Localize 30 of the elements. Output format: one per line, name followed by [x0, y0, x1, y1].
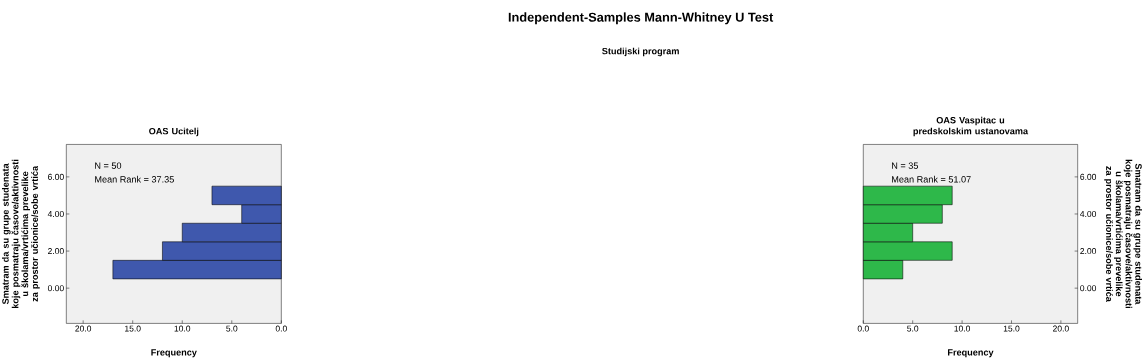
- y-tick-label: 0.00: [1080, 284, 1097, 291]
- y-axis-title: Smatram da su grupe studenata koje posmatraju časove/aktivnosti u školama/vrtićima prevelike za prostor učionice/sobe vrtića: [1104, 159, 1142, 308]
- x-tick-label: 0.0: [275, 325, 287, 332]
- x-tick-label: 10.0: [954, 325, 971, 332]
- text: Studijski program: [602, 47, 679, 56]
- y-tick-label: 4.00: [47, 210, 64, 217]
- x-tick-label: 15.0: [125, 325, 141, 332]
- y-tick-label: 6.00: [48, 173, 64, 180]
- annotation: N = 50: [95, 162, 122, 169]
- text: Independent-Samples Mann-Whitney U Test: [508, 12, 774, 25]
- x-tick-label: 5.0: [226, 325, 238, 332]
- y-tick-label: 4.00: [1080, 210, 1097, 217]
- x-tick-label: 15.0: [1003, 325, 1020, 332]
- x-tick-label: 5.0: [907, 325, 919, 332]
- y-axis-title: Smatram da su grupe studenata koje posmatraju časove/aktivnosti u školama/vrtićima prevelike za prostor učionice/sobe vrtića: [2, 159, 40, 308]
- annotation: N = 35: [892, 162, 919, 169]
- annotation: Mean Rank = 37.35: [95, 175, 174, 183]
- y-tick-label: 0.00: [47, 284, 64, 291]
- y-tick-label: 2.00: [48, 247, 64, 254]
- x-tick-label: 0.0: [857, 325, 869, 332]
- x-tick-label: 20.0: [75, 325, 92, 332]
- y-tick-label: 2.00: [1080, 247, 1097, 254]
- x-tick-label: 20.0: [1053, 325, 1069, 332]
- annotation: Mean Rank = 51.07: [892, 175, 971, 183]
- chart-title: OAS Vaspitac u predskolskim ustanovama: [913, 116, 1029, 136]
- x-axis-title: Frequency: [151, 349, 197, 358]
- chart-title: OAS Ucitelj: [149, 127, 199, 136]
- x-axis-title: Frequency: [948, 349, 994, 358]
- y-tick-label: 6.00: [1080, 173, 1097, 180]
- x-tick-label: 10.0: [174, 325, 191, 332]
